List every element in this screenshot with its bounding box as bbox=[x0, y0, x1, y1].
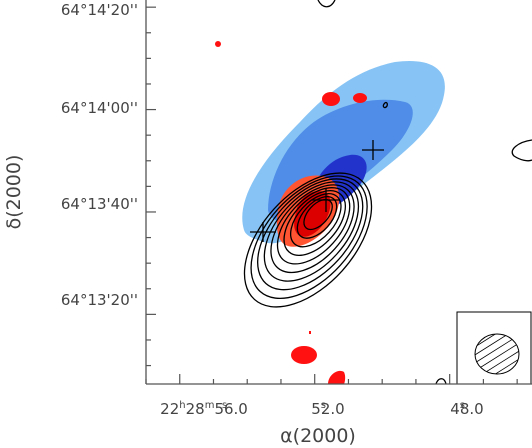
beam-box bbox=[456, 311, 532, 385]
continuum-contour-level-2 bbox=[250, 175, 368, 300]
x-tick-label-0: 22h28m56.0s bbox=[160, 400, 248, 418]
y-tick-label-0: 64°14'20'' bbox=[61, 1, 138, 19]
x-ticks bbox=[145, 374, 518, 384]
edge-contour-top bbox=[317, 0, 336, 8]
continuum-contour-level-5 bbox=[270, 184, 355, 274]
y-tick-label-3: 64°13'20'' bbox=[61, 291, 138, 309]
beam-box-frame bbox=[456, 311, 532, 385]
continuum-contour-level-3 bbox=[257, 178, 364, 291]
y-tick-labels: 64°14'20'' 64°14'00'' 64°13'40'' 64°13'2… bbox=[61, 1, 138, 309]
axes-frame bbox=[145, 0, 532, 385]
x-tick-labels: 22h28m56.0s 52.0s 48.0s bbox=[160, 400, 484, 418]
continuum-contour-level-6 bbox=[276, 187, 351, 265]
edge-contours bbox=[317, 0, 532, 384]
x-axis-title: α(2000) bbox=[280, 425, 356, 447]
y-tick-label-1: 64°14'00'' bbox=[61, 99, 138, 117]
cross-markers bbox=[250, 140, 384, 242]
edge-contour-bottom bbox=[435, 378, 447, 384]
y-axis-title: δ(2000) bbox=[3, 155, 25, 230]
edge-contour-right bbox=[511, 139, 532, 162]
continuum-contour-level-9 bbox=[296, 196, 338, 239]
red-blob-north-2 bbox=[353, 93, 367, 103]
red-blob-south-2 bbox=[328, 370, 346, 384]
small-contour-north bbox=[382, 101, 388, 109]
x-tick-label-2: 48.0s bbox=[450, 400, 483, 418]
y-tick-label-2: 64°13'40'' bbox=[61, 195, 138, 213]
continuum-contour-level-4 bbox=[263, 181, 360, 282]
continuum-contour-level-1 bbox=[243, 172, 373, 308]
continuum-contour-level-7 bbox=[283, 190, 346, 256]
y-ticks bbox=[146, 6, 156, 367]
red-blob-north-1 bbox=[322, 92, 340, 106]
continuum-contour-level-10 bbox=[303, 198, 333, 231]
beam-ellipse bbox=[474, 333, 520, 375]
red-blob-south-1 bbox=[291, 346, 317, 364]
red-blob-northwest bbox=[215, 41, 221, 47]
continuum-contours bbox=[243, 172, 373, 308]
continuum-contour-level-8 bbox=[290, 193, 342, 248]
image-layer bbox=[215, 0, 532, 384]
red-speck bbox=[309, 331, 311, 334]
x-tick-label-1: 52.0s bbox=[311, 400, 344, 418]
